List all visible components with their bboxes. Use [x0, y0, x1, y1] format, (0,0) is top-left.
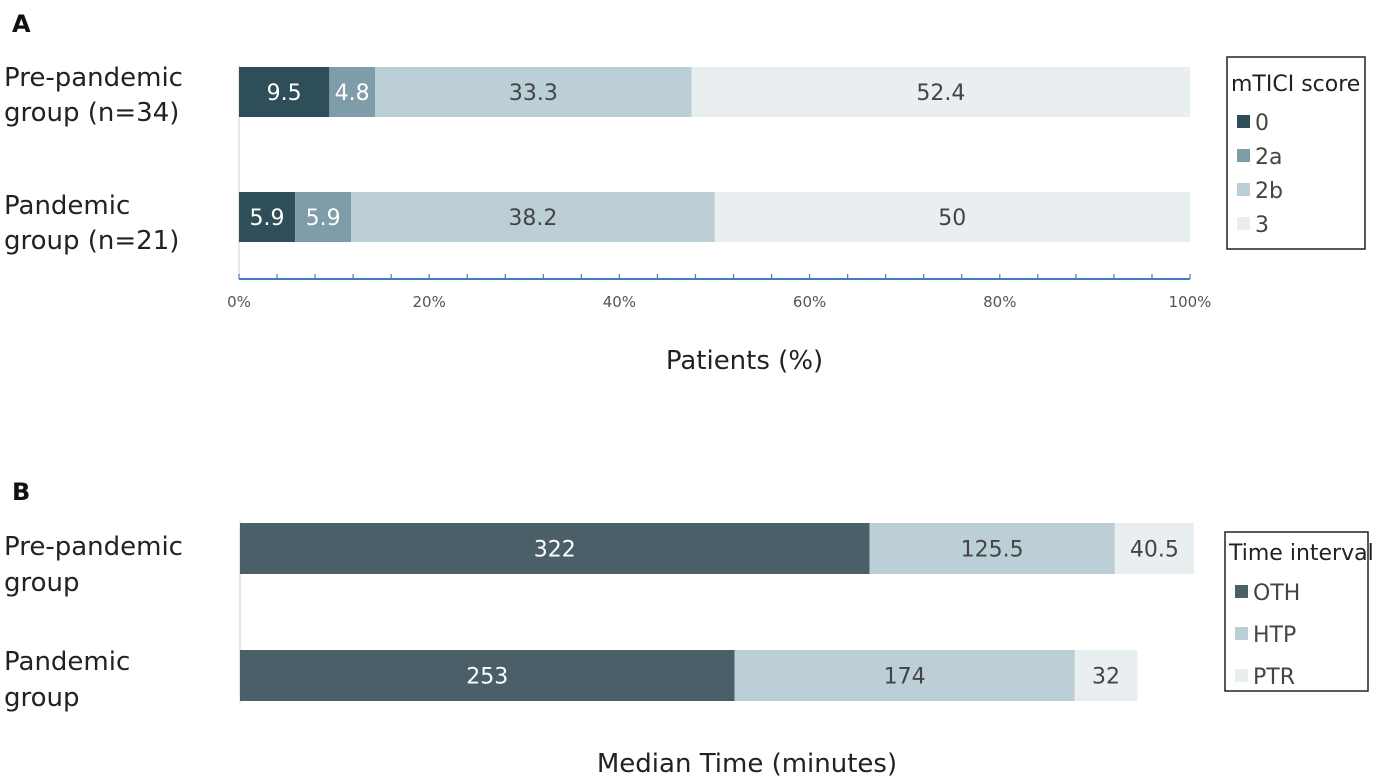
panel-b-legend-swatch-PTR	[1235, 669, 1248, 682]
panel-a-bar-2b	[351, 192, 715, 242]
panel-a-bar-0	[239, 67, 330, 117]
panel-b-data-label: 174	[884, 665, 926, 690]
panel-a-category-label: Pre-pandemic	[4, 63, 183, 93]
panel-b-data-label: 125.5	[961, 538, 1024, 563]
panel-a-legend-swatch-0	[1237, 115, 1250, 128]
panel-b-legend	[1224, 531, 1369, 692]
panel-b-legend-swatch-OTH	[1235, 585, 1248, 598]
panel-b-category-label: Pre-pandemic	[4, 532, 183, 562]
panel-b-bar-HTP	[869, 523, 1115, 574]
panel-b-legend-swatch-HTP	[1235, 627, 1248, 640]
panel-b-x-axis-title: Median Time (minutes)	[597, 749, 897, 778]
panel-a-x-tick-label: 20%	[413, 293, 446, 311]
panel-b-bar-OTH	[240, 523, 870, 574]
panel-b-data-label: 40.5	[1130, 538, 1179, 563]
panel-a-legend-swatch-2b	[1237, 183, 1250, 196]
panel-a-data-label: 50	[938, 206, 966, 231]
panel-a-legend-label: 2b	[1255, 179, 1283, 204]
panel-b-category-label: Pandemic	[4, 647, 130, 677]
panel-a-legend-label: 2a	[1255, 145, 1282, 170]
panel-a-data-label: 33.3	[509, 81, 558, 106]
panel-b-category-label: group	[4, 568, 80, 598]
panel-b-legend-title: Time interval	[1228, 541, 1374, 566]
panel-a-category-label: group (n=34)	[4, 98, 179, 128]
panel-a-legend-swatch-2a	[1237, 149, 1250, 162]
panel-b-bar-PTR	[1114, 523, 1194, 574]
panel-a-legend-label: 3	[1255, 213, 1269, 238]
panel-a-data-label: 5.9	[250, 206, 285, 231]
panel-a-category-label: Pandemic	[4, 191, 130, 221]
panel-a-bar-2a	[329, 67, 375, 117]
panel-a-bar-2a	[295, 192, 352, 242]
panel-a-category-label: group (n=21)	[4, 226, 179, 256]
panel-a-x-axis-title: Patients (%)	[666, 346, 823, 376]
panel-a-data-label: 52.4	[916, 81, 965, 106]
panel-a-bar-3	[714, 192, 1190, 242]
panel-a-data-label: 9.5	[267, 81, 302, 106]
panel-a-x-tick-label: 60%	[793, 293, 826, 311]
panel-a-x-tick-label: 100%	[1169, 293, 1212, 311]
panel-b-legend-label: OTH	[1253, 581, 1300, 606]
panel-a-data-label: 4.8	[335, 81, 370, 106]
panel-b-category-label: group	[4, 683, 80, 713]
panel-b-legend-label: PTR	[1253, 665, 1295, 690]
panel-b-data-label: 32	[1092, 665, 1120, 690]
panel-a-bar-3	[691, 67, 1190, 117]
panel-b-bar-OTH	[240, 650, 735, 701]
panel-a-legend-label: 0	[1255, 111, 1269, 136]
panel-a-x-tick-label: 80%	[983, 293, 1016, 311]
panel-b-data-label: 322	[534, 538, 576, 563]
panel-a-data-label: 38.2	[508, 206, 557, 231]
panel-b-data-label: 253	[466, 665, 508, 690]
panel-a-bar-0	[239, 192, 296, 242]
panel-a-bar-2b	[374, 67, 692, 117]
panel-b-bar-HTP	[734, 650, 1075, 701]
panel-b-letter: B	[12, 478, 30, 506]
panel-b-legend-label: HTP	[1253, 623, 1296, 648]
panel-a-letter: A	[12, 10, 31, 38]
panel-a-x-tick-label: 0%	[227, 293, 251, 311]
panel-a-legend-swatch-3	[1237, 217, 1250, 230]
panel-a-x-tick-label: 40%	[603, 293, 636, 311]
panel-a-legend-title: mTICI score	[1231, 72, 1360, 97]
panel-a-data-label: 5.9	[306, 206, 341, 231]
panel-b-bar-PTR	[1074, 650, 1138, 701]
